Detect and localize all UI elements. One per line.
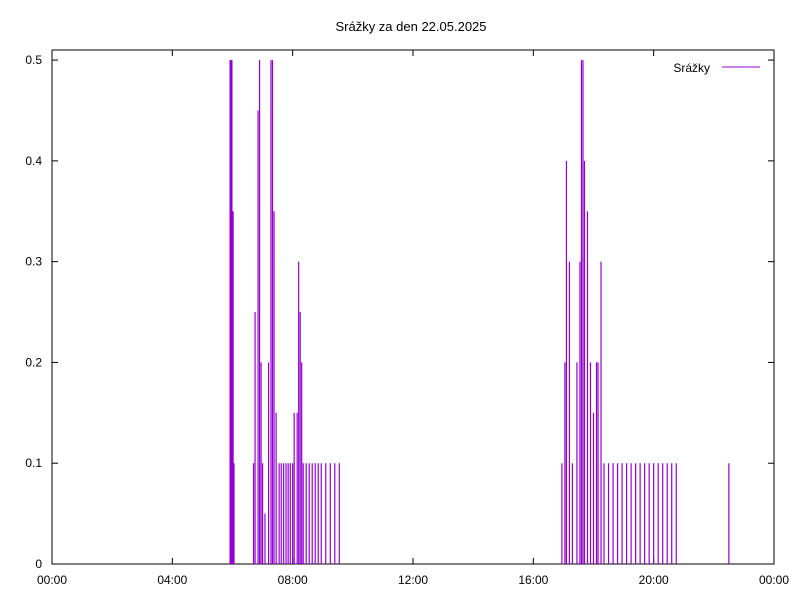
chart-title: Srážky za den 22.05.2025 <box>335 19 486 34</box>
axes: 0 0.1 0.2 0.3 0.4 0.5 00:00 04:00 08:00 12:00 16:0… <box>25 49 789 587</box>
series-layer <box>229 60 730 564</box>
x-tick-label: 00:00 <box>759 573 789 587</box>
series-precipitation <box>229 60 730 564</box>
y-tick-label: 0.1 <box>25 456 42 470</box>
legend-label: Srážky <box>673 61 710 75</box>
y-tick-label: 0.5 <box>25 53 42 67</box>
x-tick-label: 12:00 <box>398 573 428 587</box>
x-tick-label: 20:00 <box>639 573 669 587</box>
y-tick-label: 0 <box>35 557 42 571</box>
y-tick-label: 0.2 <box>25 355 42 369</box>
plot-frame <box>51 49 775 565</box>
x-tick-label: 00:00 <box>37 573 67 587</box>
y-tick-label: 0.4 <box>25 154 42 168</box>
legend: Srážky <box>673 61 760 75</box>
y-tick-label: 0.3 <box>25 255 42 269</box>
x-tick-label: 04:00 <box>157 573 187 587</box>
x-tick-label: 08:00 <box>278 573 308 587</box>
x-tick-label: 16:00 <box>518 573 548 587</box>
